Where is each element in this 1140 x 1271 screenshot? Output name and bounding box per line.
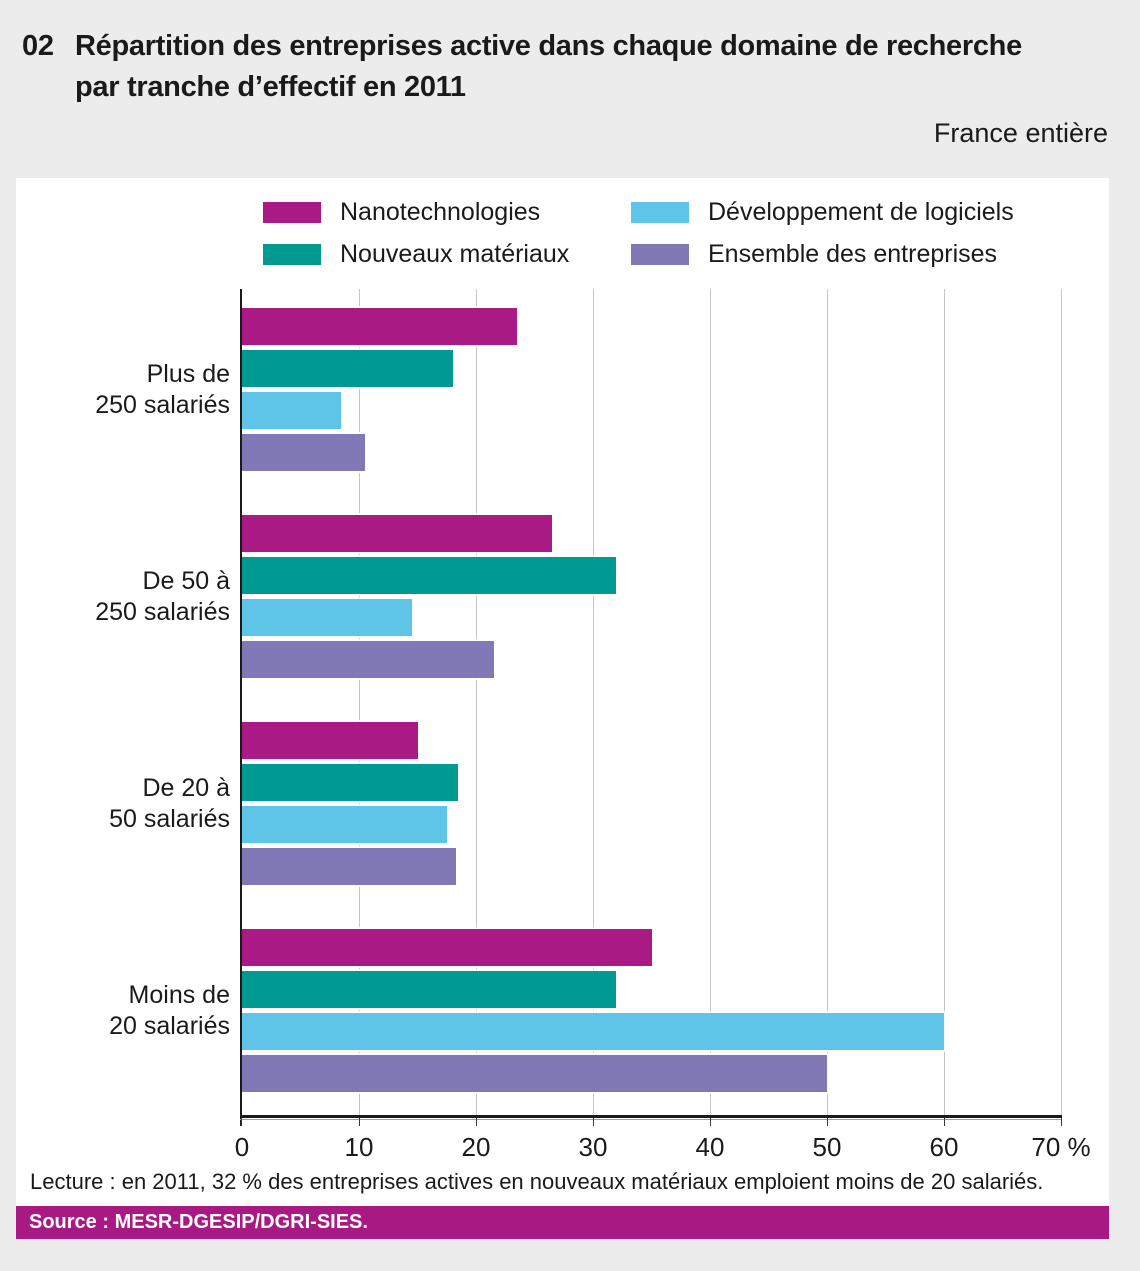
bar-nanotechnologies [240, 927, 654, 968]
gridline-40 [709, 289, 711, 1117]
x-tickmark-40 [709, 1118, 711, 1126]
bar-developpement-de-logiciels [240, 1011, 946, 1052]
x-axis-label-70: 70 % [1031, 1132, 1091, 1162]
region-subtitle: France entière [933, 118, 1108, 148]
bar-nouveaux-materiaux [240, 348, 455, 389]
bar-nanotechnologies [240, 720, 420, 761]
bar-nouveaux-materiaux [239, 555, 619, 596]
x-axis-label-50: 50 [812, 1132, 842, 1162]
chart-legend: Nanotechnologies Nouveaux matériaux Dével… [16, 198, 1109, 272]
y-axis-label-3: De 20 à 50 salariés [109, 773, 230, 833]
legend-swatch-ensemble-des-entreprises [631, 244, 689, 265]
y-axis-label-1: Plus de 250 salariés [95, 359, 230, 419]
bar-group-2 [239, 496, 1061, 703]
source-bar: Source : MESR-DGESIP/DGRI-SIES. [16, 1206, 1109, 1239]
legend-item-nouveaux-materiaux: Nouveaux matériaux [263, 240, 569, 268]
gridline-50 [826, 289, 828, 1117]
bar-group-3 [239, 703, 1061, 910]
gridline-20 [475, 289, 477, 1117]
x-tickmark-20 [475, 1118, 477, 1126]
bar-ensemble-des-entreprises [240, 639, 496, 680]
bar-group-1 [239, 289, 1061, 496]
plot-area [239, 289, 1062, 1126]
page-title-line1: Répartition des entreprises active dans … [75, 30, 1022, 62]
bar-ensemble-des-entreprises [240, 432, 367, 473]
legend-swatch-nanotechnologies [263, 202, 321, 223]
x-tickmark-60 [943, 1118, 945, 1126]
bar-nanotechnologies [239, 513, 555, 554]
y-axis-line [240, 289, 242, 1126]
legend-swatch-developpement-de-logiciels [631, 202, 689, 223]
legend-item-developpement-de-logiciels: Développement de logiciels [631, 198, 1014, 226]
chart-panel: Nanotechnologies Nouveaux matériaux Dével… [16, 178, 1109, 1239]
bar-nouveaux-materiaux [239, 969, 619, 1010]
x-axis-label-40: 40 [695, 1132, 725, 1162]
x-tickmark-0 [241, 1118, 242, 1126]
bar-developpement-de-logiciels [240, 804, 449, 845]
x-axis-shadow-line [240, 1119, 1062, 1120]
x-axis-label-60: 60 [929, 1132, 959, 1162]
legend-column-2: Développement de logiciels Ensemble des e… [631, 198, 1014, 286]
bar-developpement-de-logiciels [240, 597, 414, 638]
legend-swatch-nouveaux-materiaux [263, 244, 321, 265]
figure-number: 02 [22, 30, 54, 62]
bar-developpement-de-logiciels [239, 390, 344, 431]
bar-ensemble-des-entreprises [240, 1053, 829, 1094]
gridline-30 [592, 289, 594, 1117]
bar-ensemble-des-entreprises [239, 846, 459, 887]
legend-label-nanotechnologies: Nanotechnologies [340, 198, 541, 226]
bar-group-4 [239, 910, 1061, 1117]
x-axis-label-30: 30 [578, 1132, 608, 1162]
legend-label-nouveaux-materiaux: Nouveaux matériaux [340, 240, 570, 268]
gridline-10 [358, 289, 360, 1117]
x-axis-line [240, 1115, 1062, 1118]
page-title: Répartition des entreprises active dans … [75, 26, 1022, 108]
x-tickmark-10 [358, 1118, 360, 1126]
legend-label-ensemble-des-entreprises: Ensemble des entreprises [708, 240, 998, 268]
x-tickmark-70 [1060, 1118, 1062, 1126]
legend-label-developpement-de-logiciels: Développement de logiciels [708, 198, 1014, 226]
bar-nanotechnologies [240, 306, 519, 347]
legend-column-1: Nanotechnologies Nouveaux matériaux [263, 198, 569, 286]
page-title-line2: par tranche d’effectif en 2011 [75, 71, 466, 103]
source-text: Source : MESR-DGESIP/DGRI-SIES. [29, 1211, 368, 1233]
y-axis-label-4: Moins de 20 salariés [109, 980, 230, 1040]
figure-header: 02 Répartition des entreprises active da… [22, 26, 1118, 148]
x-axis-label-20: 20 [461, 1132, 491, 1162]
title-row: 02 Répartition des entreprises active da… [22, 26, 1118, 108]
x-axis-label-0: 0 [234, 1132, 250, 1162]
bar-nouveaux-materiaux [239, 762, 461, 803]
legend-item-ensemble-des-entreprises: Ensemble des entreprises [631, 240, 1014, 268]
x-tickmark-30 [592, 1118, 594, 1126]
y-axis-label-2: De 50 à 250 salariés [95, 566, 230, 626]
x-axis-label-10: 10 [344, 1132, 374, 1162]
x-tickmark-50 [826, 1118, 828, 1126]
legend-item-nanotechnologies: Nanotechnologies [263, 198, 569, 226]
gridline-70 [1060, 289, 1062, 1117]
gridline-60 [943, 289, 945, 1117]
reading-note: Lecture : en 2011, 32 % des entreprises … [30, 1169, 1044, 1194]
